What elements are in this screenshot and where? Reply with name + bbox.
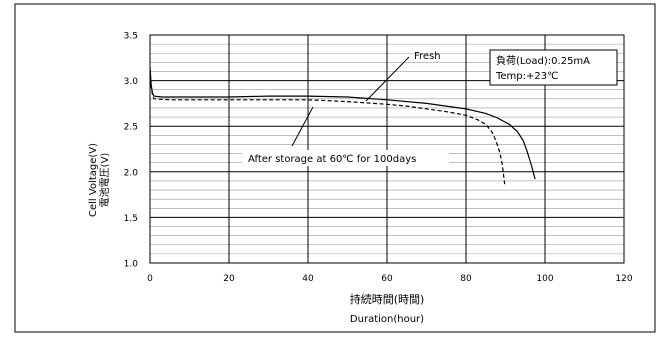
y-tick-label: 2.0 xyxy=(124,168,139,178)
x-tick-label: 20 xyxy=(223,274,235,284)
y-tick-label: 1.5 xyxy=(124,214,138,224)
legend-stored: After storage at 60℃ for 100days xyxy=(242,106,449,166)
temp-condition-label: Temp:+23℃ xyxy=(495,71,558,82)
tick-labels: 1.0 1.5 2.0 2.5 3.0 3.5 0 20 40 60 80 100 120 xyxy=(124,32,633,285)
stored-label-box xyxy=(242,150,449,166)
x-tick-label: 40 xyxy=(302,274,314,284)
stored-series-line xyxy=(149,71,506,185)
fresh-leader-line xyxy=(365,56,410,102)
plot-area xyxy=(149,34,625,264)
x-tick-label: 60 xyxy=(381,274,393,284)
legend-fresh: Fresh xyxy=(365,51,441,102)
x-tick-label: 100 xyxy=(536,274,553,284)
y-axis-title: Cell Voltage(V) 電池電圧(V) xyxy=(88,143,111,217)
stored-leader-line xyxy=(291,106,314,147)
y-tick-label: 2.5 xyxy=(124,123,138,133)
fresh-series-line xyxy=(149,66,536,180)
series-layer xyxy=(149,66,536,185)
conditions-box: 負荷(Load):0.25mA Temp:+23℃ xyxy=(489,49,618,86)
conditions-box-frame xyxy=(489,49,618,86)
load-condition-label: 負荷(Load):0.25mA xyxy=(496,55,590,67)
y-axis-title-ja: 電池電圧(V) xyxy=(98,153,111,208)
x-tick-label: 0 xyxy=(147,274,153,284)
y-axis-title-en: Cell Voltage(V) xyxy=(88,143,99,217)
y-tick-label: 3.0 xyxy=(124,77,139,87)
x-axis-title-en: Duration(hour) xyxy=(350,314,424,325)
x-tick-label: 80 xyxy=(460,274,472,284)
y-tick-label: 1.0 xyxy=(124,260,139,270)
stored-series-label: After storage at 60℃ for 100days xyxy=(248,154,416,165)
x-tick-label: 120 xyxy=(615,274,632,284)
y-tick-label: 3.5 xyxy=(124,32,138,42)
x-axis-title-ja: 持続時間(時間) xyxy=(350,292,425,306)
fresh-series-label: Fresh xyxy=(414,51,441,62)
